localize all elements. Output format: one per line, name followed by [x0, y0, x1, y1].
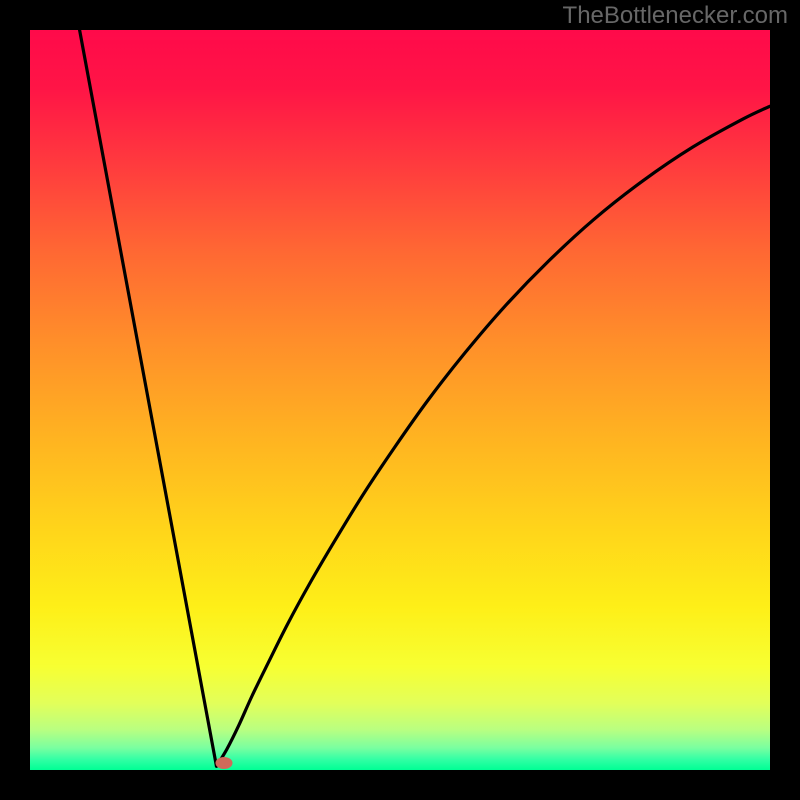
- outer-border: [0, 0, 800, 800]
- watermark-text: TheBottlenecker.com: [563, 2, 788, 30]
- chart-container: TheBottlenecker.com: [0, 0, 800, 800]
